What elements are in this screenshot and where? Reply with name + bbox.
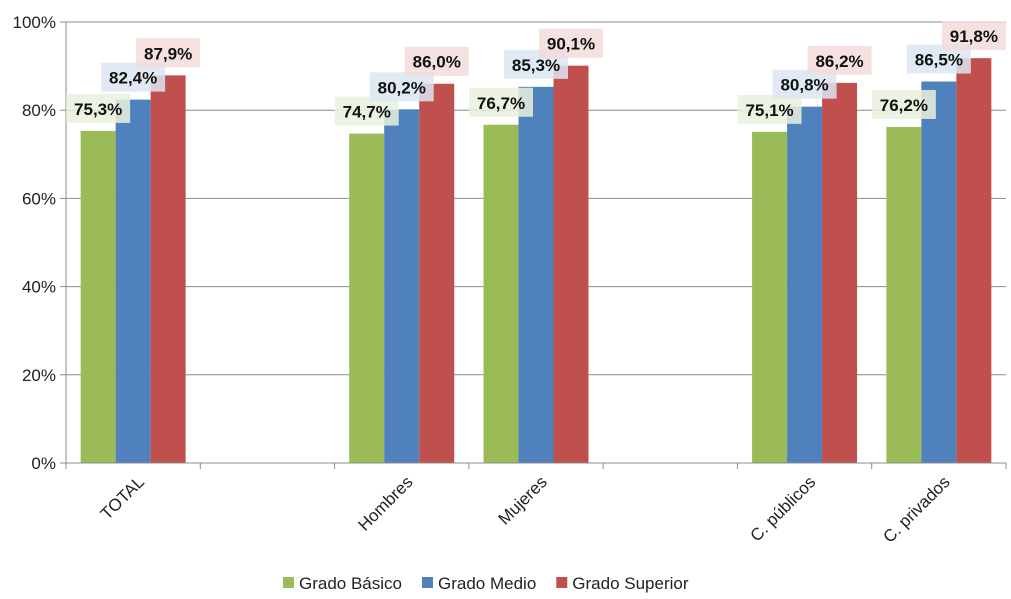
bar bbox=[80, 130, 116, 463]
y-tick-label: 80% bbox=[22, 101, 56, 120]
data-label-background bbox=[539, 28, 603, 58]
data-label-background bbox=[737, 94, 802, 124]
data-label-background bbox=[469, 87, 533, 117]
data-label-background bbox=[369, 72, 434, 102]
data-label: 85,3% bbox=[512, 56, 560, 75]
data-label-background bbox=[101, 62, 166, 92]
data-label-background bbox=[136, 38, 201, 68]
bar bbox=[921, 81, 957, 463]
legend-swatch bbox=[283, 577, 294, 588]
y-tick-label: 60% bbox=[22, 189, 56, 208]
legend-label: Grado Básico bbox=[299, 574, 402, 593]
data-label: 91,8% bbox=[950, 27, 998, 46]
data-label: 86,0% bbox=[413, 53, 461, 72]
data-label: 90,1% bbox=[547, 35, 595, 54]
data-label-background bbox=[334, 96, 399, 126]
bar bbox=[752, 131, 788, 463]
data-label: 76,2% bbox=[880, 96, 928, 115]
data-label: 75,3% bbox=[74, 100, 122, 119]
bar bbox=[483, 124, 519, 464]
bar bbox=[349, 133, 385, 463]
x-category-label: Mujeres bbox=[495, 472, 551, 528]
y-tick-label: 40% bbox=[22, 278, 56, 297]
data-label-background bbox=[66, 93, 131, 123]
data-label: 74,7% bbox=[343, 103, 391, 122]
bars bbox=[80, 58, 992, 464]
legend-label: Grado Superior bbox=[572, 574, 689, 593]
x-axis-categories: TOTAL Hombres Mujeres C. públicos C. privado… bbox=[97, 472, 954, 546]
data-label: 87,9% bbox=[144, 44, 192, 63]
bar bbox=[787, 106, 823, 463]
y-tick-label: 0% bbox=[31, 454, 56, 473]
bar bbox=[518, 86, 554, 464]
x-category-label: Hombres bbox=[354, 472, 416, 534]
data-label: 80,8% bbox=[780, 76, 828, 95]
legend-label: Grado Medio bbox=[438, 574, 536, 593]
bar bbox=[419, 83, 455, 464]
legend: Grado Básico Grado Medio Grado Superior bbox=[283, 574, 689, 593]
data-label-background bbox=[807, 45, 872, 75]
y-tick-label: 20% bbox=[22, 366, 56, 385]
data-label-background bbox=[941, 21, 1006, 51]
legend-swatch bbox=[422, 577, 433, 588]
y-tick-label: 100% bbox=[13, 13, 56, 32]
data-label: 86,2% bbox=[815, 52, 863, 71]
bar bbox=[822, 82, 858, 463]
legend-swatch bbox=[556, 577, 568, 588]
axes bbox=[65, 22, 1007, 469]
data-label-background bbox=[404, 46, 469, 76]
x-category-label: C. privados bbox=[879, 472, 953, 546]
bar bbox=[886, 126, 922, 463]
bar bbox=[384, 109, 420, 464]
x-category-label: C. públicos bbox=[746, 472, 819, 545]
data-label: 80,2% bbox=[378, 78, 426, 97]
bar bbox=[115, 99, 151, 463]
data-label: 86,5% bbox=[915, 51, 963, 70]
bar bbox=[956, 58, 992, 464]
data-label: 82,4% bbox=[109, 69, 157, 88]
y-axis-ticks: 0% 20% 40% 60% 80% 100% bbox=[13, 13, 66, 473]
data-label: 76,7% bbox=[477, 94, 525, 113]
data-label-background bbox=[871, 89, 936, 119]
x-category-label: TOTAL bbox=[97, 472, 148, 523]
data-labels: 75,3% 82,4% 87,9% 74,7% 80,2% 86,0% 76,7% 85,3%… bbox=[66, 21, 1006, 126]
bar bbox=[553, 65, 589, 463]
bar bbox=[150, 75, 186, 464]
data-label: 75,1% bbox=[745, 101, 793, 120]
